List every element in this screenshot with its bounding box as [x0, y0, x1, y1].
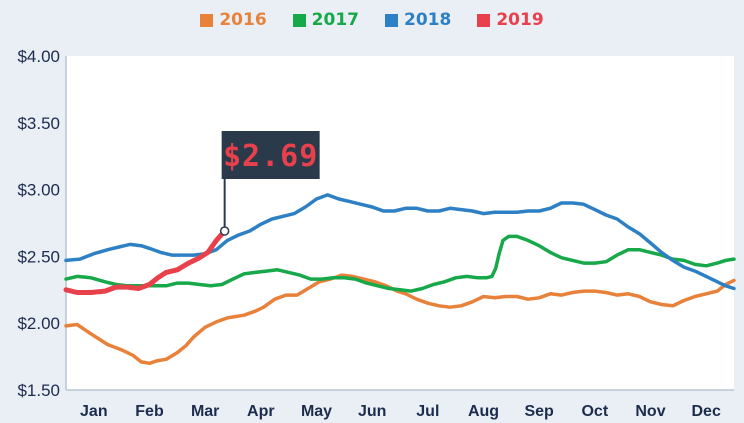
legend-item-2019: 2019	[477, 10, 544, 30]
legend-swatch-2017	[292, 13, 306, 27]
y-tick-label: $2.50	[17, 247, 60, 266]
y-axis-ticks: $4.00 $3.50 $3.00 $2.50 $2.00 $1.50	[17, 47, 60, 400]
legend-swatch-2016	[200, 13, 214, 27]
x-tick-label: Mar	[191, 403, 219, 420]
annotation-price-label: $2.69	[223, 139, 318, 174]
x-tick-label: Dec	[691, 403, 720, 420]
x-tick-label: Feb	[135, 403, 164, 420]
y-tick-label: $3.50	[17, 114, 60, 133]
plot-area	[66, 56, 734, 390]
y-tick-label: $2.00	[17, 314, 60, 333]
x-tick-label: May	[301, 403, 332, 420]
annotation-marker	[219, 226, 230, 236]
legend-item-2017: 2017	[292, 10, 359, 30]
legend-label-2017: 2017	[311, 10, 359, 30]
x-tick-label: Sep	[524, 403, 554, 420]
legend-item-2016: 2016	[200, 10, 267, 30]
x-tick-label: Oct	[581, 403, 608, 420]
x-tick-label: Nov	[635, 403, 665, 420]
annotation-box	[221, 131, 320, 179]
series-line-2018	[64, 193, 736, 291]
y-tick-label: $3.00	[17, 181, 60, 200]
y-tick-label: $4.00	[17, 47, 60, 66]
x-tick-label: Jun	[358, 403, 386, 420]
legend-item-2018: 2018	[385, 10, 451, 30]
series-line-2017	[64, 234, 736, 293]
legend-label-2016: 2016	[219, 10, 267, 30]
chart-legend: 2016 2017 2018 2019	[0, 10, 744, 30]
price-annotation: $2.69	[219, 131, 320, 236]
series-line-2019	[63, 228, 228, 295]
legend-label-2018: 2018	[404, 10, 452, 30]
x-axis-ticks: Jan Feb Mar Apr May Jun Jul Aug Sep Oct Nov Dec	[80, 403, 721, 420]
x-tick-label: Jul	[416, 403, 439, 420]
x-tick-label: Apr	[247, 403, 275, 420]
x-tick-label: Aug	[468, 403, 499, 420]
legend-swatch-2018	[385, 13, 398, 27]
legend-swatch-2019	[477, 13, 491, 27]
y-tick-label: $1.50	[17, 381, 60, 400]
series-layer	[63, 193, 736, 366]
legend-label-2019: 2019	[496, 10, 544, 30]
x-tick-label: Jan	[80, 403, 108, 420]
